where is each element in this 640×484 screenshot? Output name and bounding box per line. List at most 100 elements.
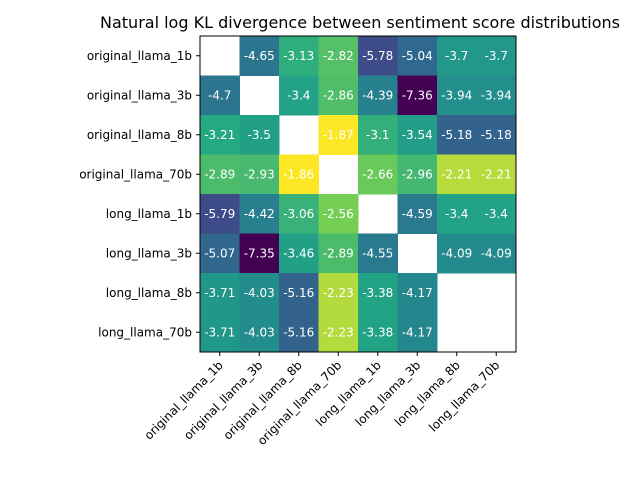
heatmap-cell [200,273,240,313]
cell-value-label: -5.04 [402,49,433,63]
cell-value-label: -4.17 [402,286,433,300]
cell-value-label: -5.18 [481,128,512,142]
cell-value-label: -3.71 [204,286,235,300]
cell-value-label: -2.82 [323,49,354,63]
cell-value-label: -2.23 [323,325,354,339]
chart-title: Natural log KL divergence between sentim… [100,13,620,32]
y-tick-label: long_llama_1b [106,207,192,221]
cell-value-label: -3.71 [204,325,235,339]
heatmap-cell [239,154,280,195]
cell-value-label: -4.09 [481,246,512,260]
cell-value-label: -3.06 [283,207,314,221]
cell-value-label: -5.16 [283,286,314,300]
y-tick-label: original_llama_70b [79,167,192,181]
y-tick-label: long_llama_70b [98,325,192,339]
heatmap-cell [279,273,319,313]
heatmap-cell [200,75,240,116]
cell-value-label: -3.94 [481,88,512,102]
cell-value-label: -2.21 [441,167,472,181]
cell-value-label: -3.38 [362,325,393,339]
heatmap-cell [239,273,280,313]
cell-value-label: -3.5 [248,128,271,142]
cell-value-label: -3.94 [441,88,472,102]
cell-value-label: -2.86 [323,88,354,102]
cell-value-label: -3.4 [287,88,310,102]
cell-value-label: -5.18 [441,128,472,142]
heatmap-cell [437,115,477,155]
heatmap-cell [476,36,517,76]
heatmap-cell [200,312,240,353]
heatmap-cell [476,154,517,195]
cell-value-label: -4.55 [362,246,393,260]
heatmap-cell [358,75,398,116]
cell-value-label: -4.03 [244,325,275,339]
cell-value-label: -4.42 [244,207,275,221]
heatmap-cell [239,36,280,76]
y-tick-label: original_llama_8b [87,128,192,142]
heatmap-cell [437,75,477,116]
y-tick-label: long_llama_3b [106,246,192,260]
heatmap-cell-labels: -4.65 -3.13 -2.82 -5.78 -5.04 -3.7 -3.7 -4.7 -3.… [204,49,512,340]
cell-value-label: -7.36 [402,88,433,102]
heatmap-cell [476,194,517,234]
heatmap-cell [437,154,477,195]
heatmap-cell [358,233,398,274]
heatmap-cell [279,154,319,195]
cell-value-label: -4.03 [244,286,275,300]
cell-value-label: -1.87 [323,128,354,142]
heatmap-cell [279,36,319,76]
heatmap-cell [476,75,517,116]
heatmap-cell [397,115,438,155]
heatmap-cell [437,233,477,274]
heatmap-cell [200,154,240,195]
heatmap-cell [318,194,359,234]
heatmap-cell [279,233,319,274]
cell-value-label: -7.35 [244,246,275,260]
heatmap-cell [476,115,517,155]
heatmap-cell [318,233,359,274]
y-tick-label: original_llama_1b [87,49,192,63]
heatmap-cell [279,312,319,353]
heatmap-cell [239,194,280,234]
cell-value-label: -4.59 [402,207,433,221]
y-tick-label: long_llama_8b [106,286,192,300]
cell-value-label: -3.7 [485,49,508,63]
cell-value-label: -3.1 [366,128,389,142]
heatmap-cells [200,36,517,353]
x-tick-label: long_llama_70b [426,358,502,434]
heatmap-cell [200,194,240,234]
heatmap-cell [318,115,359,155]
cell-value-label: -2.96 [402,167,433,181]
heatmap-cell [437,194,477,234]
heatmap-cell [358,36,398,76]
heatmap-cell [318,75,359,116]
cell-value-label: -3.54 [402,128,433,142]
cell-value-label: -3.21 [204,128,235,142]
heatmap-cell [397,273,438,313]
cell-value-label: -4.65 [244,49,275,63]
y-axis: original_llama_1b original_llama_3borigin… [79,49,200,339]
heatmap-cell [318,36,359,76]
heatmap-cell [397,75,438,116]
heatmap-cell [200,115,240,155]
cell-value-label: -4.39 [362,88,393,102]
cell-value-label: -2.56 [323,207,354,221]
cell-value-label: -5.78 [362,49,393,63]
heatmap-cell [279,75,319,116]
heatmap-cell [397,194,438,234]
cell-value-label: -2.21 [481,167,512,181]
heatmap-cell [318,312,359,353]
x-axis: original_llama_1boriginal_llama_3borigin… [142,352,502,448]
heatmap-cell [358,115,398,155]
cell-value-label: -2.23 [323,286,354,300]
heatmap-cell [200,233,240,274]
cell-value-label: -2.89 [204,167,235,181]
cell-value-label: -4.17 [402,325,433,339]
heatmap-cell [437,36,477,76]
cell-value-label: -2.66 [362,167,393,181]
heatmap-cell [239,115,280,155]
cell-value-label: -3.4 [445,207,468,221]
cell-value-label: -3.46 [283,246,314,260]
heatmap-cell [476,233,517,274]
